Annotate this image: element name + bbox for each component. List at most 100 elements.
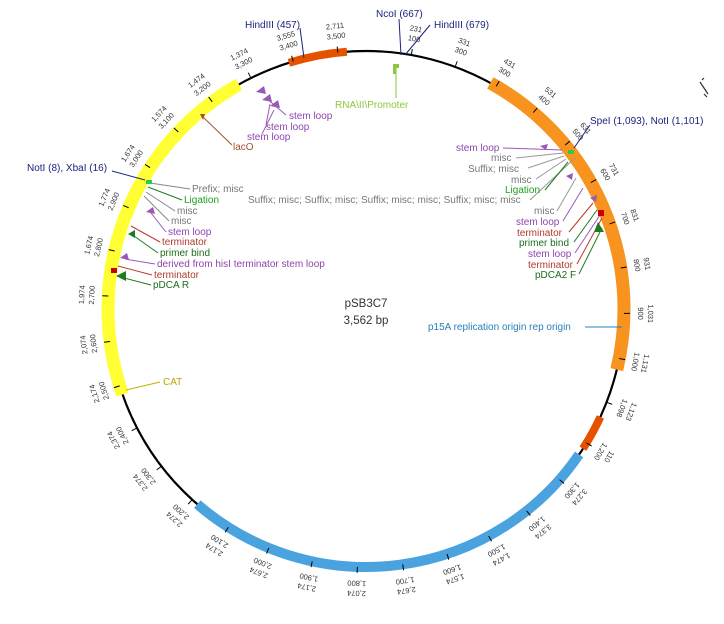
leader-stem-loop-l — [150, 212, 167, 233]
feature-arc-p15a[interactable] — [194, 451, 584, 572]
stem-loop-line-1 — [265, 97, 287, 116]
tick-1500 — [488, 535, 493, 542]
red-marker-left — [111, 268, 117, 273]
tick-2200 — [187, 499, 193, 505]
tick-1600 — [446, 553, 450, 560]
feature-prefix-misc[interactable]: Prefix; misc — [192, 184, 244, 195]
site-line-ncoi-667 — [398, 18, 402, 56]
site-hindiii-679[interactable]: HindIII (679) — [434, 20, 489, 31]
feature-ligation-l[interactable]: Ligation — [184, 195, 219, 206]
feature-pdca-r[interactable]: pDCA R — [153, 280, 189, 291]
tick-2300 — [156, 465, 162, 471]
tick-label-2700-secondary: 1,974 — [77, 285, 87, 304]
feature-misc-r3[interactable]: misc — [534, 206, 555, 217]
feature-promoter[interactable]: RNA\II\Promoter — [335, 100, 409, 111]
feature-terminator-l2[interactable]: terminator — [154, 270, 200, 281]
feature-suffix-long[interactable]: Suffix; misc; Suffix; misc; Suffix; misc… — [248, 195, 521, 206]
feature-arc-left-cluster[interactable] — [287, 47, 348, 67]
feature-arc-right-cluster[interactable] — [579, 415, 605, 451]
site-hindiii-457[interactable]: HindIII (457) — [245, 20, 300, 31]
site-line-spei-noti — [573, 124, 591, 149]
tick-label-200-secondary: 331 — [457, 36, 472, 49]
feature-stem-loop-a[interactable]: stem loop — [289, 111, 333, 122]
feature-ligation-r[interactable]: Ligation — [505, 185, 540, 196]
feature-stem-loop-b[interactable]: stem loop — [266, 122, 310, 133]
feature-terminator-r2[interactable]: terminator — [528, 260, 574, 271]
tick-3500 — [336, 46, 339, 53]
leader-derived — [124, 258, 156, 265]
tick-300 — [495, 80, 500, 87]
left-cluster: Prefix; misc Ligation misc misc stem loo… — [111, 182, 325, 291]
green-marker-right — [568, 150, 574, 154]
leader-misc-r2 — [535, 158, 567, 180]
tick-label-2800-secondary: 1,674 — [82, 235, 95, 255]
feature-stem-loop-r2[interactable]: stem loop — [516, 217, 560, 228]
tick-label-700-secondary: 831 — [628, 208, 641, 223]
site-noti-xbai[interactable]: NotI (8), XbaI (16) — [27, 163, 107, 174]
tick-label-3500: 3,500 — [326, 31, 346, 42]
feature-p15a[interactable]: p15A replication origin rep origin — [428, 322, 571, 333]
tick-label-1900: 1,900 — [299, 571, 319, 584]
tick-200 — [454, 61, 458, 68]
tick-2900 — [122, 204, 129, 209]
red-marker-right — [598, 210, 604, 216]
tick-2400 — [131, 427, 138, 432]
tick-label-3500-secondary: 2,711 — [325, 21, 344, 32]
leader-stem-loop-r3 — [574, 214, 601, 254]
tick-2100 — [224, 526, 229, 533]
site-ncoi-667[interactable]: NcoI (667) — [376, 9, 423, 20]
feature-misc-r2[interactable]: misc — [511, 175, 532, 186]
feature-terminator-r1[interactable]: terminator — [517, 228, 563, 239]
tick-labels: 1002313003313004314005315006316007317008… — [77, 21, 655, 598]
tick-3300 — [247, 72, 252, 79]
tick-3400 — [291, 55, 294, 62]
feature-suffix-misc-r[interactable]: Suffix; misc — [468, 164, 519, 175]
leader-suffix-misc-r — [527, 155, 565, 169]
feature-derived[interactable]: derived from hisI terminator stem loop — [157, 259, 325, 270]
feature-misc-l2[interactable]: misc — [171, 216, 192, 227]
tick-label-1700: 1,700 — [395, 575, 415, 587]
tick-label-900-secondary: 1,031 — [646, 304, 655, 323]
site-line-hindiii-679 — [404, 24, 431, 56]
tick-1700 — [402, 564, 405, 571]
tick-1200 — [586, 442, 592, 447]
feature-misc-l1[interactable]: misc — [177, 206, 198, 217]
feature-stem-loop-c[interactable]: stem loop — [247, 132, 291, 143]
feature-terminator-l1[interactable]: terminator — [162, 237, 208, 248]
tick-1300 — [559, 479, 565, 484]
feature-cat[interactable]: CAT — [163, 377, 182, 388]
feature-stem-loop-r1[interactable]: stem loop — [456, 143, 500, 154]
leader-stem-loop-r2 — [562, 187, 584, 222]
cursor-icon — [699, 77, 709, 98]
tick-label-800: 800 — [632, 258, 643, 272]
tick-100 — [410, 49, 413, 56]
leader-ligation-r — [544, 161, 569, 191]
tick-label-1800: 1,800 — [347, 578, 366, 588]
feature-laco[interactable]: lacO — [233, 142, 254, 153]
feature-arc-rna-promoter-region[interactable] — [487, 77, 631, 372]
tick-400 — [532, 107, 538, 113]
feature-arc-cat[interactable] — [101, 78, 243, 397]
cat-line — [125, 381, 161, 391]
feature-stem-loop-r3[interactable]: stem loop — [528, 249, 572, 260]
stem-loop-line-2 — [265, 103, 271, 126]
stem-loop-line-3 — [261, 109, 275, 135]
tick-label-800-secondary: 931 — [642, 257, 653, 271]
tick-label-1700-secondary: 2,674 — [396, 585, 416, 597]
tick-label-2600-secondary: 2,074 — [78, 335, 89, 355]
tick-2600 — [104, 340, 111, 343]
primer-bind-left-icon — [128, 230, 135, 238]
tick-marks — [102, 46, 630, 573]
tick-label-900: 900 — [636, 307, 645, 320]
feature-misc-r1[interactable]: misc — [491, 153, 512, 164]
tick-3000 — [144, 164, 151, 169]
feature-stem-loop-l[interactable]: stem loop — [168, 227, 212, 238]
feature-pdca2-f[interactable]: pDCA2 F — [535, 270, 576, 281]
leader-suffix-long — [529, 157, 576, 201]
site-spei-noti[interactable]: SpeI (1,093), NotI (1,101) — [590, 116, 703, 127]
leader-pdca-r — [123, 277, 152, 286]
tick-label-1900-secondary: 2,174 — [297, 581, 317, 594]
feature-primer-bind-l[interactable]: primer bind — [160, 248, 210, 259]
feature-primer-bind-r[interactable]: primer bind — [519, 238, 569, 249]
